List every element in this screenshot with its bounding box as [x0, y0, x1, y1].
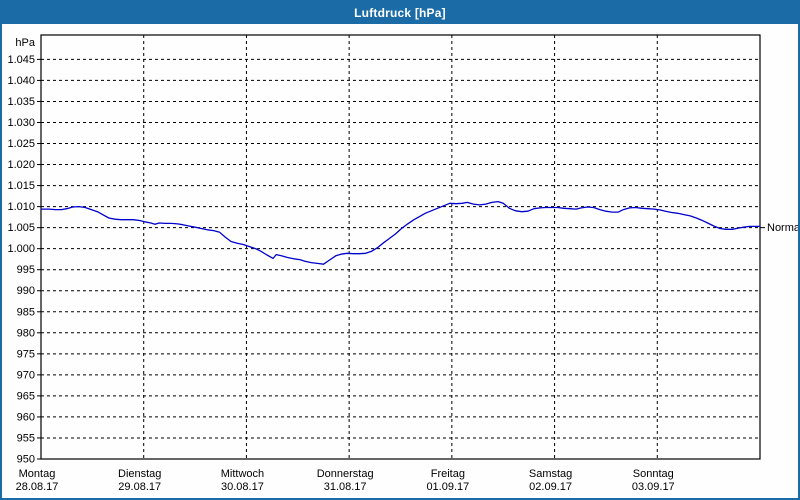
- x-date-label: 01.09.17: [426, 481, 469, 493]
- y-tick-label: 990: [17, 285, 35, 297]
- y-tick-label: 955: [17, 432, 35, 444]
- window-titlebar: Luftdruck [hPa]: [2, 2, 798, 24]
- y-axis-unit-label: hPa: [15, 37, 35, 49]
- x-date-label: 28.08.17: [16, 481, 59, 493]
- y-tick-label: 960: [17, 411, 35, 423]
- window-title: Luftdruck [hPa]: [354, 6, 446, 20]
- y-tick-label: 1.020: [7, 159, 35, 171]
- x-day-label: Dienstag: [118, 468, 161, 480]
- x-day-label: Donnerstag: [317, 468, 374, 480]
- plot-border: [40, 34, 761, 460]
- y-tick-label: 965: [17, 390, 35, 402]
- y-tick-label: 1.045: [7, 54, 35, 66]
- y-tick-label: 1.005: [7, 222, 35, 234]
- y-tick-label: 1.040: [7, 75, 35, 87]
- y-tick-label: 975: [17, 348, 35, 360]
- x-date-label: 29.08.17: [118, 481, 161, 493]
- y-tick-label: 1.025: [7, 138, 35, 150]
- y-tick-label: 985: [17, 306, 35, 318]
- x-day-label: Montag: [19, 468, 56, 480]
- x-date-label: 03.09.17: [632, 481, 675, 493]
- normal-label: Normal: [767, 222, 798, 234]
- pressure-line: [40, 200, 761, 265]
- y-tick-label: 1.030: [7, 117, 35, 129]
- x-day-label: Samstag: [529, 468, 572, 480]
- y-tick-label: 1.035: [7, 96, 35, 108]
- y-tick-label: 970: [17, 369, 35, 381]
- y-tick-label: 1.015: [7, 180, 35, 192]
- y-tick-label: 1.010: [7, 201, 35, 213]
- pressure-chart-canvas: hPa 1.045 1.040 1.035 1.030 1.025 1.020 1.015 1.…: [7, 34, 798, 493]
- y-tick-label: 980: [17, 327, 35, 339]
- x-date-label: 31.08.17: [324, 481, 367, 493]
- x-day-label: Sonntag: [633, 468, 674, 480]
- chart-region: hPa 1.045 1.040 1.035 1.030 1.025 1.020 1.015 1.…: [2, 24, 798, 498]
- x-day-label: Mittwoch: [221, 468, 264, 480]
- y-tick-label: 950: [17, 454, 35, 466]
- y-tick-label: 1.000: [7, 243, 35, 255]
- x-date-label: 02.09.17: [529, 481, 572, 493]
- x-day-label: Freitag: [431, 468, 465, 480]
- x-date-label: 30.08.17: [221, 481, 264, 493]
- y-tick-label: 995: [17, 264, 35, 276]
